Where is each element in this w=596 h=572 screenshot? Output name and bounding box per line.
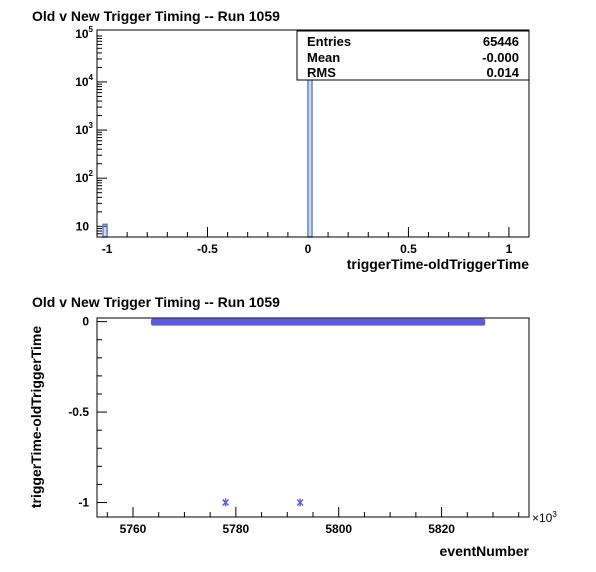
stats-rms-label: RMS [307,65,336,80]
histogram-y-tick-label: 105 [75,25,93,41]
scatter-x-tick-label: 5820 [428,522,455,536]
histogram-bars [102,41,313,238]
stats-box: Entries 65446 Mean -0.000 RMS 0.014 [296,30,530,81]
stats-rms-value: 0.014 [486,65,519,80]
histogram-frame [96,29,530,238]
scatter-point [296,498,304,507]
histogram-x-tick-label: -1 [102,242,113,256]
scatter-x-axis-label: eventNumber [440,543,530,559]
scatter-x-multiplier: ×103 [532,510,557,525]
scatter-x-tick-label: 5760 [120,522,147,536]
scatter-ticks [97,321,520,517]
scatter-title: Old v New Trigger Timing -- Run 1059 [32,294,280,310]
scatter-y-tick-labels: 0 -0.5 -1 [68,315,89,510]
histogram-y-tick-label: 104 [75,73,93,89]
stats-mean-label: Mean [307,50,340,65]
histogram-y-tick-label: 10 [76,219,90,233]
stats-mean-value: -0.000 [482,50,519,65]
histogram-y-tick-label: 103 [75,121,93,137]
histogram-title: Old v New Trigger Timing -- Run 1059 [32,8,280,24]
scatter-y-tick-label: 0 [82,315,89,329]
scatter-point [222,498,230,507]
scatter-y-axis-label: triggerTime-oldTriggerTime [28,326,44,509]
scatter-x-tick-label: 5780 [223,522,250,536]
scatter-y-tick-label: -0.5 [68,405,89,419]
histogram-x-tick-label: -0.5 [197,242,218,256]
scatter-x-tick-label: 5800 [325,522,352,536]
histogram-x-tick-label: 1 [506,242,513,256]
histogram-x-tick-labels: -1 -0.5 0 0.5 1 [102,242,513,256]
histogram-y-tick-labels: 10 102 103 104 105 [75,25,93,234]
histogram-y-tick-label: 102 [75,169,93,185]
scatter-y-tick-label: -1 [78,496,89,510]
histogram-x-axis-label: triggerTime-oldTriggerTime [347,256,530,272]
histogram-x-tick-label: 0.5 [400,242,417,256]
scatter-band-y-zero [151,318,486,326]
histogram-x-tick-label: 0 [305,242,312,256]
scatter-x-multiplier-exponent: 3 [552,510,557,519]
histogram-panel: Old v New Trigger Timing -- Run 1059 101… [32,8,530,272]
stats-box-frame [296,30,530,81]
scatter-marks [151,318,486,507]
scatter-x-multiplier-base: ×10 [532,511,553,525]
scatter-frame [96,317,530,518]
stats-entries-label: Entries [307,34,351,49]
scatter-panel: Old v New Trigger Timing -- Run 1059 0 -0… [28,294,557,559]
scatter-x-tick-labels: 5760 5780 5800 5820 [120,522,456,536]
stats-entries-value: 65446 [483,34,519,49]
